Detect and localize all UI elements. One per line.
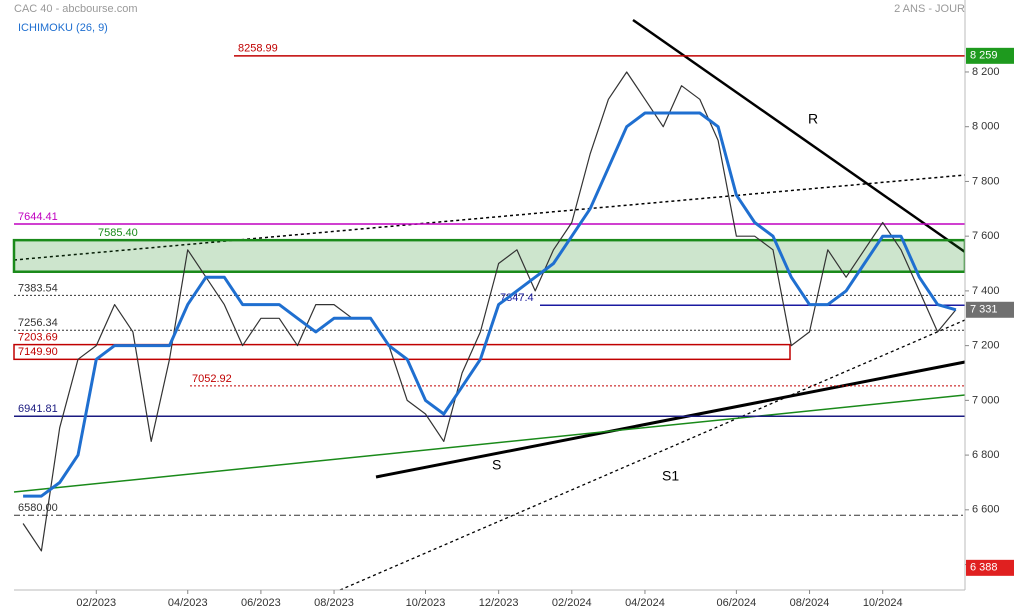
zone <box>13 343 791 361</box>
x-tick-label: 12/2023 <box>479 597 519 609</box>
zone <box>12 238 967 273</box>
x-tick-label: 04/2023 <box>168 597 208 609</box>
y-tick-label: 7 400 <box>972 285 1000 297</box>
y-tick-label: 6 800 <box>972 449 1000 461</box>
trend-label: R <box>808 111 818 127</box>
price-line <box>22 71 957 552</box>
level-label: 7347.4 <box>500 292 534 304</box>
level-label: 6941.81 <box>18 403 58 415</box>
x-tick-label: 10/2023 <box>406 597 446 609</box>
price-badge-label: 7 331 <box>970 304 998 316</box>
x-tick-label: 08/2023 <box>314 597 354 609</box>
y-tick-label: 8 000 <box>972 121 1000 133</box>
x-tick-label: 08/2024 <box>790 597 830 609</box>
trendlines: R S S1 <box>12 18 967 591</box>
y-tick-label: 7 200 <box>972 340 1000 352</box>
level-label: 8258.99 <box>238 43 278 55</box>
x-tick-label: 06/2024 <box>717 597 757 609</box>
y-tick-label: 7 800 <box>972 175 1000 187</box>
y-tick-label: 8 200 <box>972 66 1000 78</box>
level-label: 6580.00 <box>18 502 58 514</box>
trendline-s <box>375 360 966 479</box>
trendline-r <box>632 18 966 254</box>
x-tick-label: 10/2024 <box>863 597 903 609</box>
y-tick-label: 6 600 <box>972 504 1000 516</box>
zone-label: 7203.69 <box>18 332 58 344</box>
level-label: 7644.41 <box>18 211 58 223</box>
ichimoku-line <box>23 111 957 498</box>
price-badge <box>966 301 1014 318</box>
zone-label: 7585.40 <box>98 227 138 239</box>
level-label: 7256.34 <box>18 317 58 329</box>
price-badge <box>966 47 1014 64</box>
level-label: 7052.92 <box>192 373 232 385</box>
trendline-green <box>13 394 966 493</box>
x-tick-label: 06/2023 <box>241 597 281 609</box>
trend-label: S1 <box>662 468 679 484</box>
y-tick-label: 7 600 <box>972 230 1000 242</box>
price-badge-label: 8 259 <box>970 50 998 62</box>
chart-subtitle: 2 ANS - JOUR <box>894 3 965 15</box>
y-tick-label: 7 000 <box>972 394 1000 406</box>
price-badge <box>966 559 1014 576</box>
price-badge-label: 6 388 <box>970 562 998 574</box>
x-tick-label: 02/2023 <box>76 597 116 609</box>
x-tick-label: 02/2024 <box>552 597 592 609</box>
trend-label: S <box>492 457 501 473</box>
x-tick-label: 04/2024 <box>625 597 665 609</box>
zone-label: 7149.90 <box>18 346 58 358</box>
level-label: 7383.54 <box>18 282 58 294</box>
indicator-label: ICHIMOKU (26, 9) <box>18 22 108 34</box>
chart-title: CAC 40 - abcbourse.com <box>14 3 138 15</box>
